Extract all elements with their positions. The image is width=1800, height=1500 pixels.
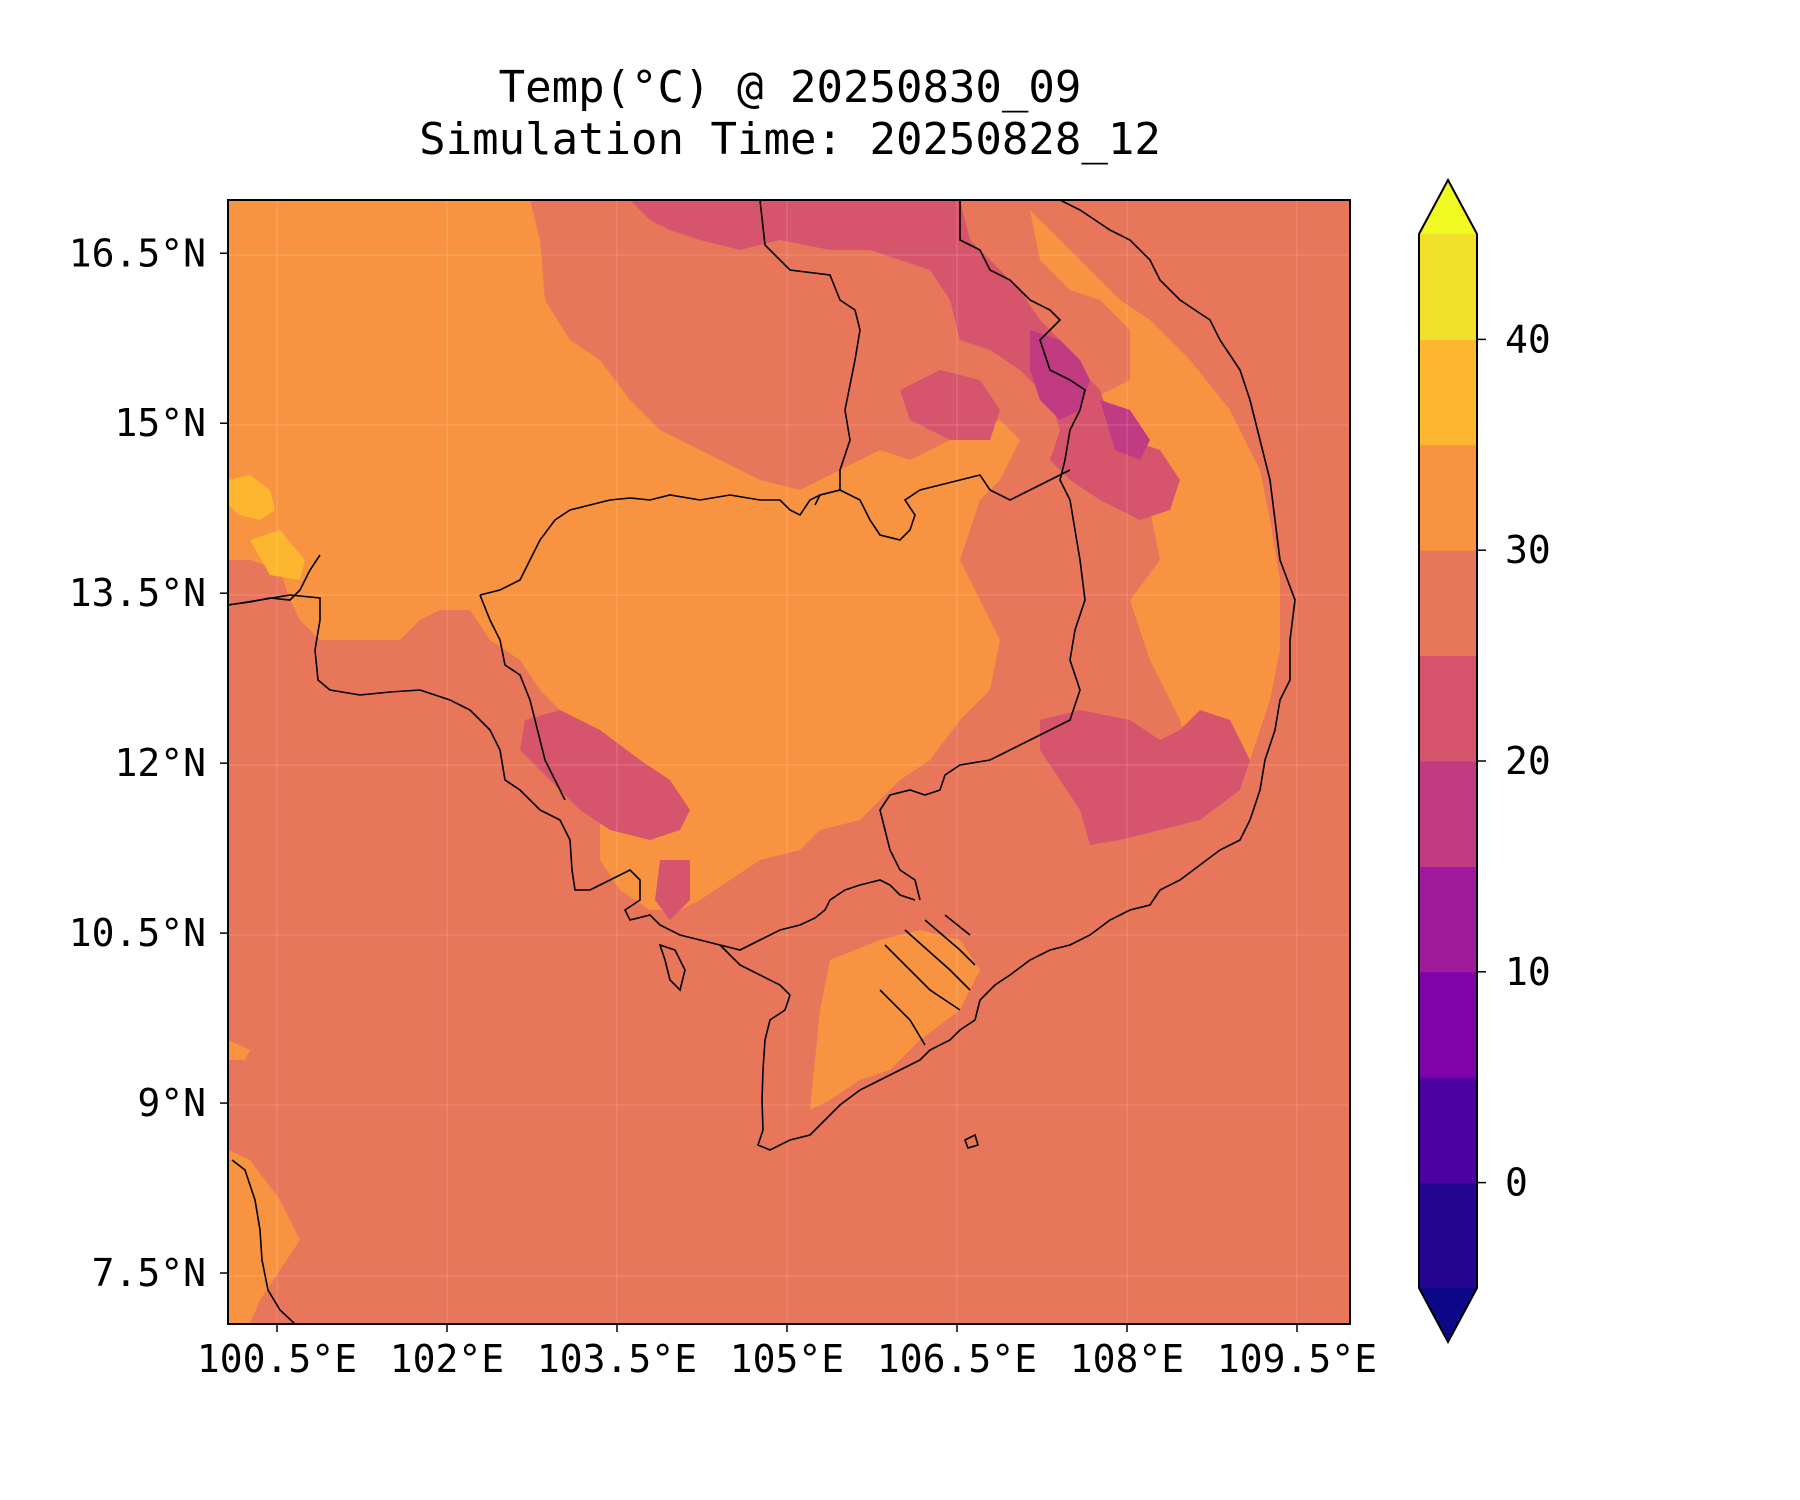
colorbar-tick-label: 20 — [1505, 739, 1551, 783]
contour-30-35-sumatra — [228, 1040, 250, 1060]
x-tick-label: 108°E — [1070, 1337, 1184, 1381]
colorbar-band — [1419, 234, 1477, 340]
y-tick-label: 12°N — [114, 741, 206, 785]
y-tick-label: 10.5°N — [69, 911, 206, 955]
island-con-dao — [963, 1133, 979, 1149]
coastline-thailand-gulf — [228, 594, 916, 951]
colorbar-band — [1419, 971, 1477, 1078]
border-cambodia-north — [479, 469, 1071, 596]
temperature-contours — [228, 200, 1350, 1324]
colorbar-band — [1419, 761, 1477, 867]
colorbar-extend-low — [1419, 1288, 1477, 1342]
colorbar-band — [1419, 339, 1477, 446]
contour-30-35-thailand — [228, 200, 360, 430]
contour-20-25-southwest — [520, 710, 690, 840]
contour-20-25-mountain — [655, 860, 690, 920]
y-tick-label: 13.5°N — [69, 571, 206, 615]
colorbar-band — [1419, 444, 1477, 551]
colorbar-band — [1419, 866, 1477, 973]
x-tick-label: 102°E — [390, 1337, 504, 1381]
contour-30-35-delta — [810, 930, 980, 1110]
colorbar-band — [1419, 550, 1477, 657]
x-tick-label: 105°E — [730, 1337, 844, 1381]
colorbar-tick-label: 10 — [1505, 950, 1551, 994]
coastlines-borders — [228, 200, 1296, 1324]
colorbar-tick-label: 40 — [1505, 317, 1551, 361]
colorbar: 0 10 20 30 40 — [1418, 177, 1551, 1345]
contour-15-20-b — [1100, 400, 1150, 460]
contour-35-40-west2 — [250, 530, 305, 580]
plot-frame — [227, 199, 1351, 1325]
y-tick-label: 16.5°N — [69, 231, 206, 275]
contour-20-25-laos — [900, 370, 1000, 440]
colorbar-band — [1419, 1077, 1477, 1184]
y-tick-label: 7.5°N — [92, 1251, 206, 1295]
y-tick-label: 9°N — [137, 1081, 206, 1125]
island-phu-quoc — [658, 943, 686, 992]
x-tick-label: 109.5°E — [1217, 1337, 1377, 1381]
coastline-peninsula — [231, 1159, 296, 1324]
x-axis: 100.5°E 102°E 103.5°E 105°E 106.5°E 108°E 109.… — [197, 1324, 1377, 1381]
border-laos-thailand — [759, 200, 861, 506]
y-axis: 16.5°N 15°N 13.5°N 12°N 10.5°N 9°N 7.5°N — [69, 231, 228, 1295]
colorbar-tick-label: 30 — [1505, 528, 1551, 572]
colorbar-outline — [1418, 177, 1478, 1345]
contour-30-35-central — [228, 200, 1020, 910]
contour-30-35-peninsula — [228, 1150, 300, 1324]
border-laos-vietnam — [879, 200, 1086, 901]
border-cambodia-west — [479, 594, 566, 801]
x-tick-label: 103.5°E — [537, 1337, 697, 1381]
contour-20-25-highlands — [1040, 710, 1250, 845]
colorbar-tick-label: 0 — [1505, 1161, 1528, 1205]
colorbar-extend-high — [1419, 180, 1477, 234]
colorbar-band — [1419, 1182, 1477, 1289]
map-subtitle: Simulation Time: 20250828_12 — [419, 114, 1161, 165]
delta-branches — [879, 914, 976, 1046]
coastline-cambodia-vietnam — [719, 200, 1296, 1151]
border-myanmar-thailand — [228, 554, 321, 606]
contour-35-40-west — [228, 475, 275, 520]
x-tick-label: 100.5°E — [197, 1337, 357, 1381]
gridlines — [228, 200, 1350, 1324]
colorbar-band — [1419, 655, 1477, 762]
x-tick-label: 106.5°E — [877, 1337, 1037, 1381]
map-title: Temp(°C) @ 20250830_09 — [498, 62, 1082, 113]
y-tick-label: 15°N — [114, 401, 206, 445]
